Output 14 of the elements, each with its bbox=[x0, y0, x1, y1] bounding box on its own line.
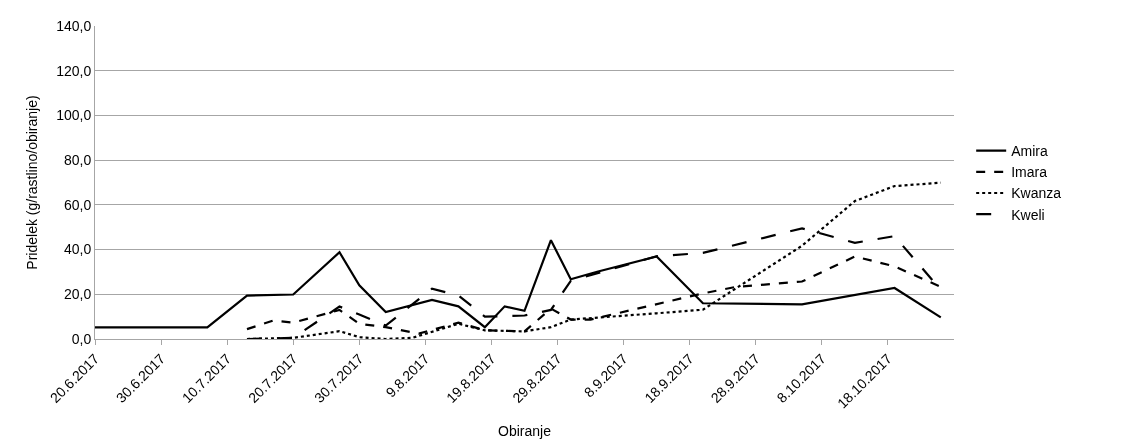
y-tick-label: 140,0 bbox=[56, 17, 92, 34]
x-axis-title: Obiranje bbox=[498, 422, 552, 439]
legend-label: Imara bbox=[1011, 164, 1048, 181]
y-tick-label: 20,0 bbox=[63, 286, 92, 303]
y-tick-label: 100,0 bbox=[56, 107, 92, 124]
y-tick-label: 120,0 bbox=[56, 62, 92, 79]
y-tick-label: 40,0 bbox=[63, 241, 92, 258]
y-tick-label: 0,0 bbox=[71, 330, 92, 347]
legend-label: Amira bbox=[1011, 143, 1048, 160]
y-tick-label: 60,0 bbox=[63, 196, 92, 213]
legend-label: Kweli bbox=[1011, 206, 1045, 223]
legend-label: Kwanza bbox=[1011, 185, 1062, 202]
y-tick-label: 80,0 bbox=[63, 152, 92, 169]
y-axis-title: Pridelek (g/rastlino/obiranje) bbox=[23, 95, 40, 270]
